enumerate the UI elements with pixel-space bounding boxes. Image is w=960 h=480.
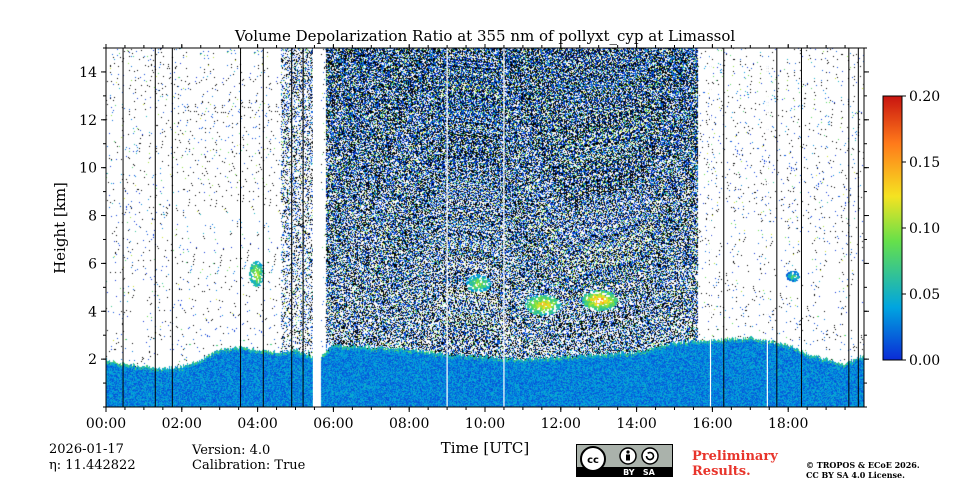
- x-axis: 00:00 02:00 04:00 06:00 08:00 10:00 12:00 14:00…: [86, 44, 846, 432]
- svg-text:cc: cc: [587, 455, 599, 466]
- x-tick-label: 06:00: [313, 416, 353, 432]
- x-tick-label: 16:00: [692, 416, 732, 432]
- preliminary-notice: Preliminary Results.: [692, 449, 778, 479]
- chart-title: Volume Depolarization Ratio at 355 nm of…: [234, 27, 736, 45]
- colorbar-tick-label: 0.10: [909, 221, 940, 237]
- y-axis-label: Height [km]: [51, 182, 69, 274]
- x-tick-label: 02:00: [162, 416, 202, 432]
- sa-share-icon: [641, 447, 659, 465]
- colorbar: 0.00 0.05 0.10 0.15 0.20: [882, 89, 940, 369]
- cc-license-badge: cc BY SA: [576, 444, 673, 477]
- license-badge-text: BY SA: [623, 468, 656, 476]
- colorbar-tick-label: 0.15: [909, 155, 940, 171]
- cc-icon: [580, 446, 606, 472]
- x-axis-label: Time [UTC]: [441, 439, 530, 457]
- colorbar-gradient: [882, 95, 903, 361]
- copyright-notice: © TROPOS & ECoE 2026. CC BY SA 4.0 Licen…: [806, 460, 920, 480]
- y-tick-label: 2: [88, 352, 97, 368]
- colorbar-tick-label: 0.20: [909, 89, 940, 105]
- copyright-line-2: CC BY SA 4.0 License.: [806, 470, 905, 480]
- x-tick-label: 00:00: [86, 416, 126, 432]
- colorbar-tick-label: 0.05: [909, 287, 940, 303]
- preliminary-line-2: Results.: [692, 464, 751, 479]
- date-label: 2026-01-17: [49, 442, 124, 457]
- data-gap: [312, 48, 321, 407]
- y-tick-label: 14: [79, 65, 97, 81]
- preliminary-line-1: Preliminary: [692, 449, 778, 464]
- y-tick-label: 10: [79, 161, 97, 177]
- plot-area: [106, 48, 864, 407]
- x-tick-label: 10:00: [465, 416, 505, 432]
- version-label: Version: 4.0: [192, 443, 271, 458]
- y-tick-label: 4: [88, 304, 97, 320]
- calibration-label: Calibration: True: [192, 458, 306, 473]
- colorbar-tick-label: 0.00: [909, 353, 940, 369]
- x-tick-label: 12:00: [541, 416, 581, 432]
- x-tick-label: 08:00: [389, 416, 429, 432]
- colorbar-ticks: 0.00 0.05 0.10 0.15 0.20: [902, 89, 940, 369]
- profile-separators: [122, 48, 859, 407]
- y-axis: 2 4 6 8 10 12 14: [79, 47, 869, 408]
- y-tick-label: 6: [88, 256, 97, 272]
- x-tick-label: 18:00: [768, 416, 808, 432]
- eta-label: η: 11.442822: [49, 458, 136, 473]
- x-tick-label: 14:00: [616, 416, 656, 432]
- depolarization-heatmap: [106, 48, 864, 407]
- heatmap-image: [106, 48, 864, 407]
- y-tick-label: 8: [88, 209, 97, 225]
- x-tick-label: 04:00: [237, 416, 277, 432]
- copyright-line-1: © TROPOS & ECoE 2026.: [806, 460, 920, 470]
- y-tick-label: 12: [79, 113, 97, 129]
